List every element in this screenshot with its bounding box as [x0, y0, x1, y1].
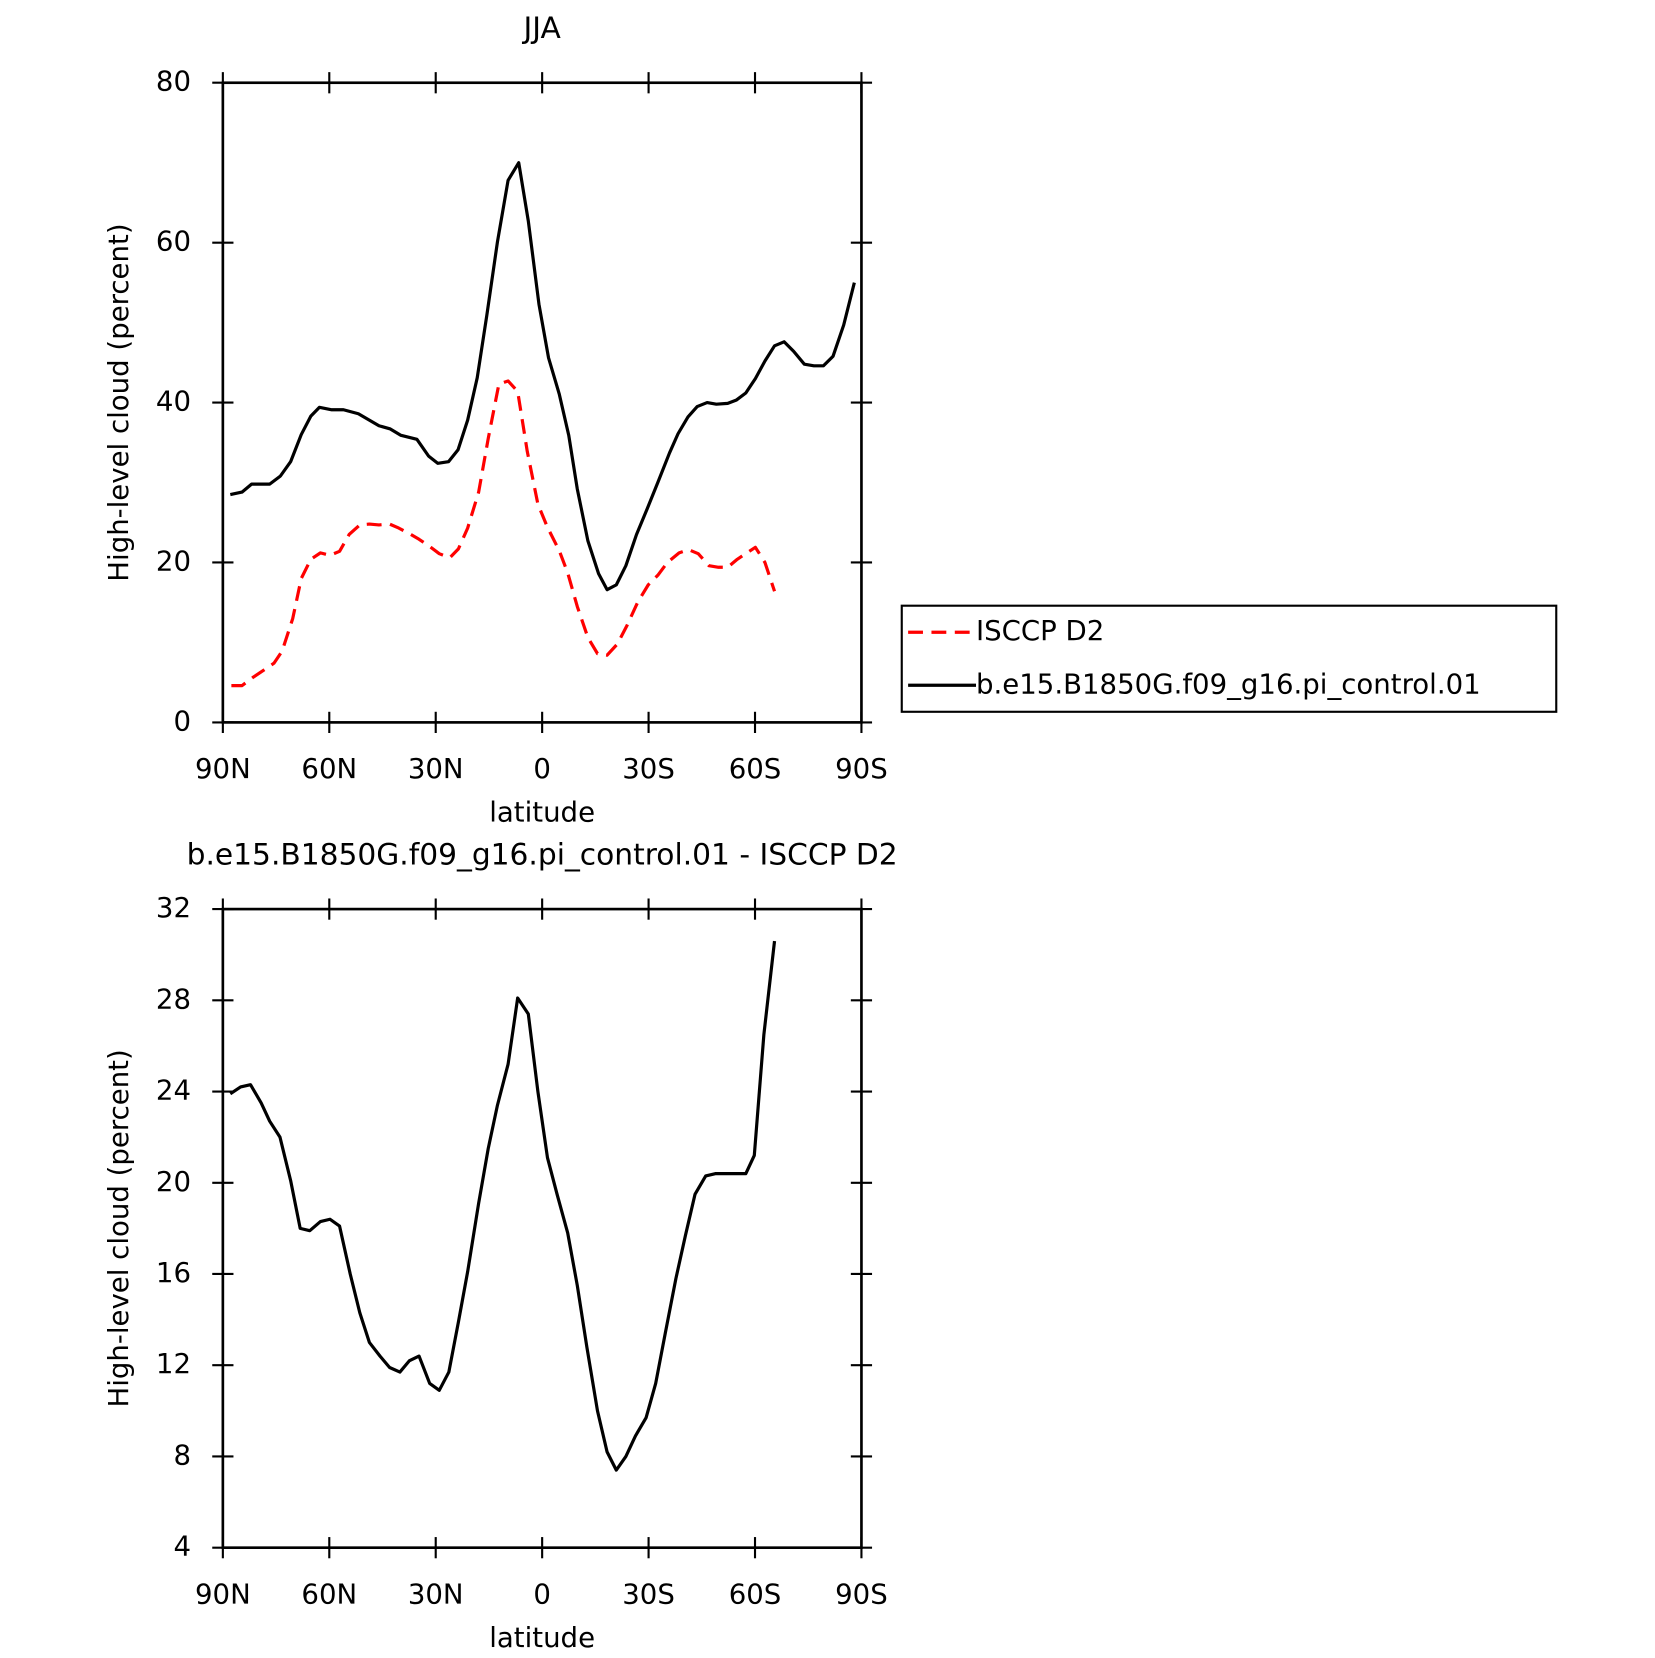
data-line	[231, 379, 777, 688]
x-tick-label: 60S	[729, 1577, 782, 1610]
x-tick-label: 90S	[835, 1577, 888, 1610]
x-tick-label: 30N	[408, 752, 464, 785]
y-tick-label: 12	[156, 1347, 191, 1380]
x-tick-label: 90N	[195, 752, 251, 785]
x-tick-label: 90S	[835, 752, 888, 785]
plot-frame	[221, 81, 863, 724]
x-tick-label: 90N	[195, 1577, 251, 1610]
y-tick-label: 28	[156, 982, 191, 1015]
x-tick-label: 0	[533, 1577, 551, 1610]
y-axis-label: High-level cloud (percent)	[102, 223, 135, 581]
chart-title: b.e15.B1850G.f09_g16.pi_control.01 - ISC…	[187, 838, 898, 873]
y-tick-label: 0	[173, 704, 191, 737]
y-tick-label: 20	[156, 544, 191, 577]
y-tick-label: 8	[173, 1438, 191, 1471]
x-tick-label: 60N	[301, 752, 357, 785]
x-axis-label: latitude	[489, 1621, 595, 1654]
x-tick-label: 60S	[729, 752, 782, 785]
y-axis-label: High-level cloud (percent)	[102, 1049, 135, 1407]
y-tick-label: 20	[156, 1165, 191, 1198]
y-tick-label: 80	[156, 65, 191, 98]
x-tick-label: 30S	[622, 1577, 675, 1610]
y-tick-label: 60	[156, 225, 191, 258]
x-tick-label: 0	[533, 752, 551, 785]
x-tick-label: 30N	[408, 1577, 464, 1610]
y-tick-label: 40	[156, 385, 191, 418]
data-line	[229, 161, 856, 592]
legend-label: ISCCP D2	[976, 614, 1104, 647]
chart-title: JJA	[521, 11, 561, 46]
x-tick-label: 30S	[622, 752, 675, 785]
data-line	[229, 940, 777, 1472]
y-tick-label: 24	[156, 1074, 191, 1107]
x-axis-label: latitude	[489, 796, 595, 829]
x-tick-label: 60N	[301, 1577, 357, 1610]
legend-box	[900, 604, 1558, 713]
y-tick-label: 32	[156, 891, 191, 924]
y-tick-label: 4	[173, 1530, 191, 1563]
legend-label: b.e15.B1850G.f09_g16.pi_control.01	[976, 667, 1481, 700]
y-tick-label: 16	[156, 1256, 191, 1289]
